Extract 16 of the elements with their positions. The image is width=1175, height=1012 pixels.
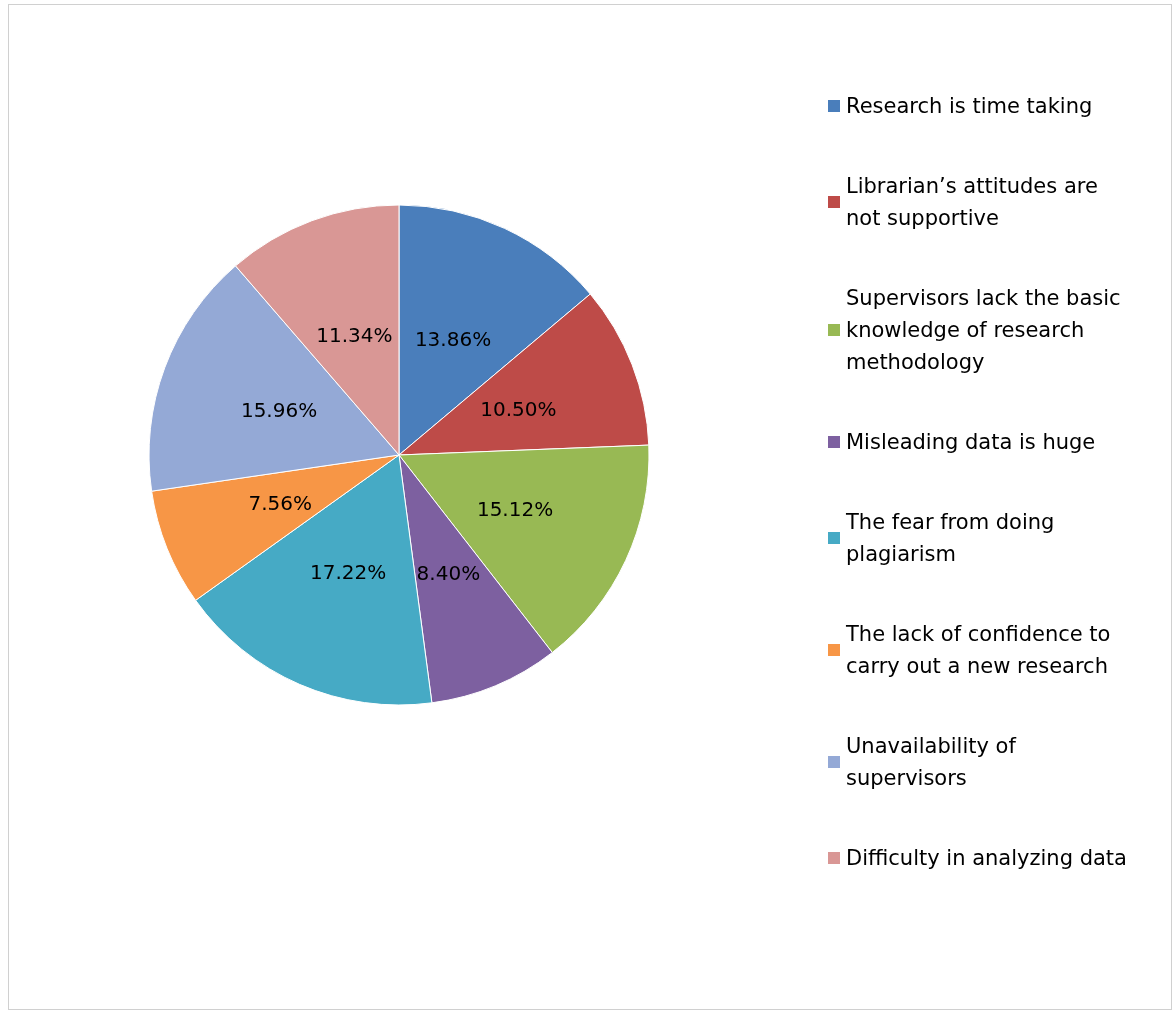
data-label: 11.34% xyxy=(316,323,393,348)
data-label: 7.56% xyxy=(248,490,313,515)
legend-label: Difficulty in analyzing data xyxy=(846,846,1127,870)
data-label: 15.12% xyxy=(476,497,554,522)
legend-label: The lack of confidence to carry out a new research xyxy=(845,622,1118,678)
legend-label: Librarian’s attitudes are not supportive xyxy=(846,174,1105,230)
legend-label: Misleading data is huge xyxy=(846,430,1096,454)
legend-label: The fear from doing plagiarism xyxy=(845,510,1062,566)
data-label: 8.40% xyxy=(416,561,481,586)
data-label: 15.96% xyxy=(240,398,318,423)
legend-label: Research is time taking xyxy=(846,94,1093,118)
legend-label: Unavailability of supervisors xyxy=(846,734,1023,790)
data-label: 13.86% xyxy=(414,326,492,351)
legend-label: Supervisors lack the basic knowledge of research methodology xyxy=(846,286,1128,374)
data-label: 17.22% xyxy=(309,560,387,585)
data-label: 10.50% xyxy=(480,396,557,421)
